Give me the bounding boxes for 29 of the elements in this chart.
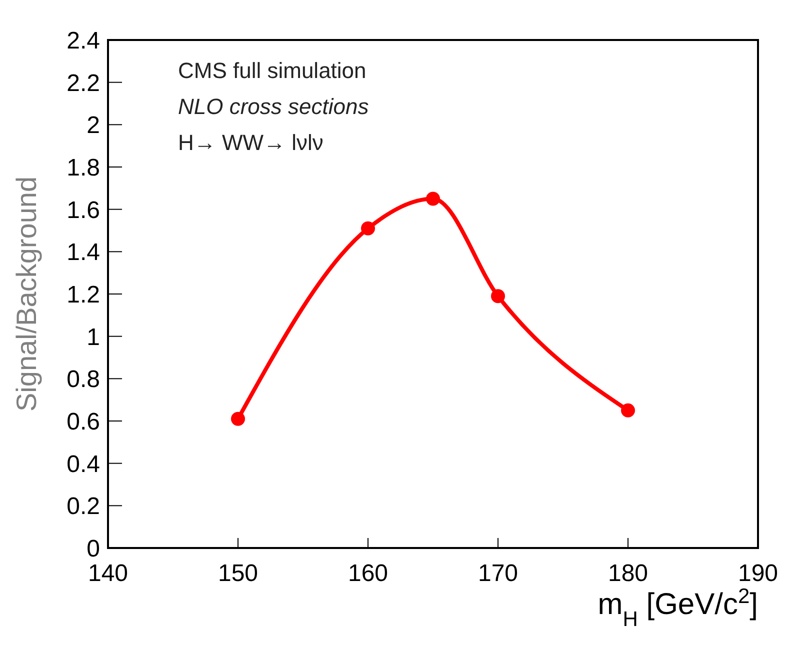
point	[621, 403, 635, 418]
y-tick-label: 1.6	[66, 196, 100, 224]
x-tick-label: 190	[738, 560, 778, 588]
y-tick-label: 1.4	[66, 239, 100, 266]
point	[426, 192, 440, 206]
x-tick-label: 140	[88, 560, 128, 588]
x-tick-label: 160	[348, 560, 388, 588]
annotation: CMS full simulation	[178, 58, 366, 83]
x-tick-label: 150	[218, 560, 258, 588]
x-tick-label: 170	[478, 560, 518, 588]
point	[491, 289, 505, 304]
point	[231, 412, 245, 426]
y-tick-label: 0.6	[66, 408, 100, 436]
x-axis-title: m$_{H}$ [GeV/c$^{2}$]	[598, 584, 758, 630]
y-tick-label: 1.2	[66, 282, 100, 309]
y-tick-label: 1.8	[66, 154, 100, 182]
y-tick-label: 2.2	[66, 70, 100, 97]
annotation: NLO cross sections	[178, 94, 369, 119]
y-tick-label: 0.4	[66, 450, 100, 478]
x-tick-label: 180	[608, 560, 648, 588]
y-tick-label: 1	[86, 324, 100, 351]
y-tick-label: 2.4	[66, 28, 100, 55]
annotation: H→ WW→ lνlν	[178, 130, 324, 155]
y-tick-label: 2	[86, 112, 100, 140]
point	[361, 221, 375, 236]
y-tick-label: 0.8	[66, 366, 100, 394]
y-tick-label: 0	[86, 536, 100, 563]
y-tick-label: 0.2	[66, 493, 100, 520]
y-axis-title: Signal/Background	[10, 176, 42, 412]
